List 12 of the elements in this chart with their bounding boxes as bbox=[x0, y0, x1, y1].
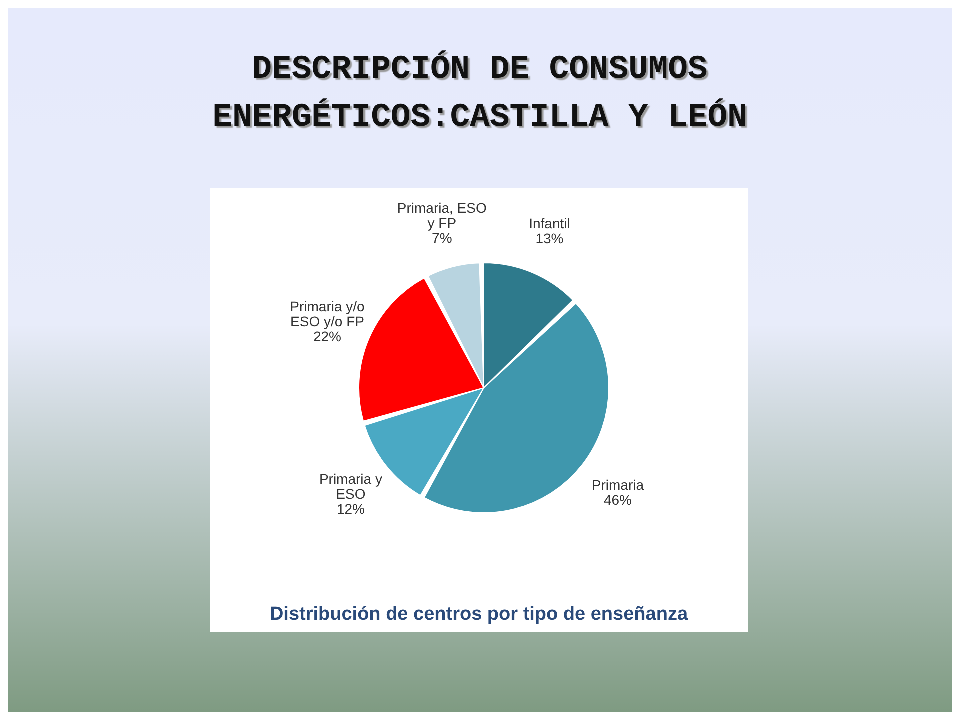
chart-title: DESCRIPCIÓN DE CONSUMOS ENERGÉTICOS:CASTILLA Y LEÓN bbox=[212, 50, 748, 138]
data-label: 13% bbox=[536, 230, 564, 247]
data-label: 22% bbox=[314, 328, 342, 345]
data-label: 12% bbox=[336, 500, 365, 517]
text: Distribución de centros por tipo de enseñanza bbox=[268, 604, 690, 626]
slice-label: Primaria, ESO y FP bbox=[397, 200, 487, 232]
slice-label: Infantil bbox=[529, 216, 570, 232]
data-label: 7% bbox=[432, 230, 452, 246]
data-label: 46% bbox=[604, 492, 632, 508]
slice-label: Primaria y/o ESO y/o FP bbox=[290, 298, 366, 330]
slice-label: Primaria y ESO bbox=[319, 470, 382, 502]
slice-label: Primaria bbox=[592, 477, 644, 494]
